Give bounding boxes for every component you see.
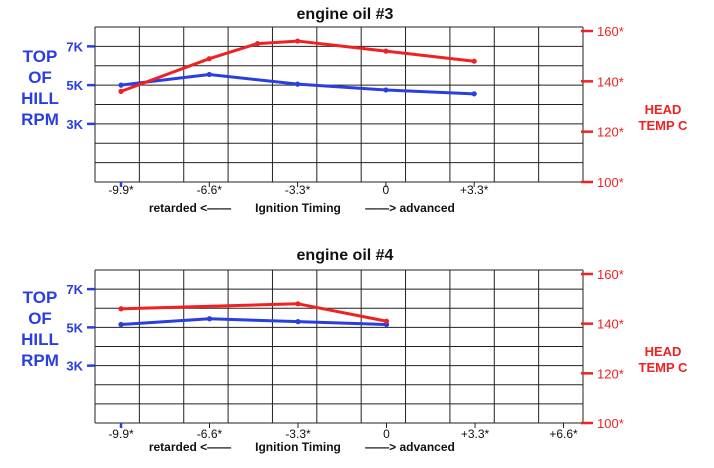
temp-data-point <box>295 38 301 44</box>
rpm-data-point <box>295 81 301 87</box>
x-tick-label: -6.6* <box>197 427 223 441</box>
temp-data-point <box>118 88 124 94</box>
x-axis-title: Ignition Timing <box>255 440 341 454</box>
x-tick-label: 0 <box>383 183 390 197</box>
rpm-axis-title: HILL <box>21 89 59 108</box>
rpm-data-point <box>206 316 213 322</box>
x-caption-left: retarded <—— <box>149 201 231 215</box>
rpm-axis-title: OF <box>28 68 52 87</box>
x-caption-left: retarded <—— <box>149 440 231 454</box>
rpm-axis-title: RPM <box>21 110 59 129</box>
rpm-tick-label: 7K <box>66 39 83 54</box>
rpm-data-point <box>471 91 477 97</box>
temp-tick-label: 120* <box>597 125 624 140</box>
x-tick-label: 0 <box>383 427 390 441</box>
temp-series-line <box>120 39 475 93</box>
rpm-axis-title: RPM <box>21 351 59 370</box>
x-tick-label: +6.6* <box>549 427 578 441</box>
temp-tick-label: 160* <box>597 267 624 282</box>
temp-axis-title: TEMP C <box>639 118 688 133</box>
temp-data-point <box>383 48 389 54</box>
rpm-axis-title: HILL <box>21 330 59 349</box>
chart-title: engine oil #4 <box>297 247 394 264</box>
rpm-data-point <box>118 82 124 88</box>
temp-series-line <box>120 302 387 323</box>
temp-data-point <box>254 40 261 47</box>
temp-axis-title: HEAD <box>645 102 682 117</box>
rpm-axis-title: OF <box>28 309 52 328</box>
x-tick-label: -3.3* <box>285 183 311 197</box>
x-axis-title: Ignition Timing <box>255 201 341 215</box>
temp-tick-label: 100* <box>597 175 624 190</box>
rpm-tick-label: 5K <box>66 78 83 93</box>
grid <box>94 26 584 183</box>
x-tick-label: -9.9* <box>108 183 134 197</box>
temp-axis-title: TEMP C <box>639 360 688 375</box>
rpm-data-point <box>118 321 124 328</box>
temp-tick-label: 120* <box>597 366 624 381</box>
chart-2: engine oil #4 7K 5K 3K 160* 140* 120* 100* TOP OF… <box>21 247 688 454</box>
x-caption-right: ——> advanced <box>365 201 455 215</box>
temp-data-point <box>383 318 390 324</box>
temp-axis-title: HEAD <box>645 344 682 359</box>
rpm-data-point <box>295 319 301 325</box>
rpm-data-point <box>206 71 212 78</box>
rpm-axis-title: TOP <box>23 47 58 66</box>
x-tick-label: -9.9* <box>108 427 134 441</box>
rpm-series-line <box>120 317 387 327</box>
chart-title: engine oil #3 <box>297 6 394 23</box>
rpm-tick-label: 3K <box>66 117 83 132</box>
temp-data-point <box>206 56 212 62</box>
temp-data-point <box>295 301 301 307</box>
rpm-axis-title: TOP <box>23 288 58 307</box>
temp-data-point <box>471 58 477 64</box>
grid <box>94 269 584 424</box>
temp-tick-label: 140* <box>597 74 624 89</box>
chart-1: engine oil #3 7K 5K 3K 160* 140* 120* 100* TOP OF… <box>21 6 688 215</box>
temp-tick-label: 140* <box>597 317 624 332</box>
x-tick-label: +3.3* <box>461 427 490 441</box>
rpm-tick-label: 7K <box>66 282 83 297</box>
x-caption-right: ——> advanced <box>365 440 455 454</box>
rpm-tick-label: 5K <box>66 320 83 335</box>
x-tick-label: -3.3* <box>285 427 311 441</box>
rpm-data-point <box>383 87 389 93</box>
temp-data-point <box>118 306 124 312</box>
temp-tick-label: 160* <box>597 24 624 39</box>
x-tick-label: +3.3* <box>460 183 489 197</box>
temp-tick-label: 100* <box>597 416 624 431</box>
rpm-tick-label: 3K <box>66 359 83 374</box>
x-tick-label: -6.6* <box>197 183 223 197</box>
